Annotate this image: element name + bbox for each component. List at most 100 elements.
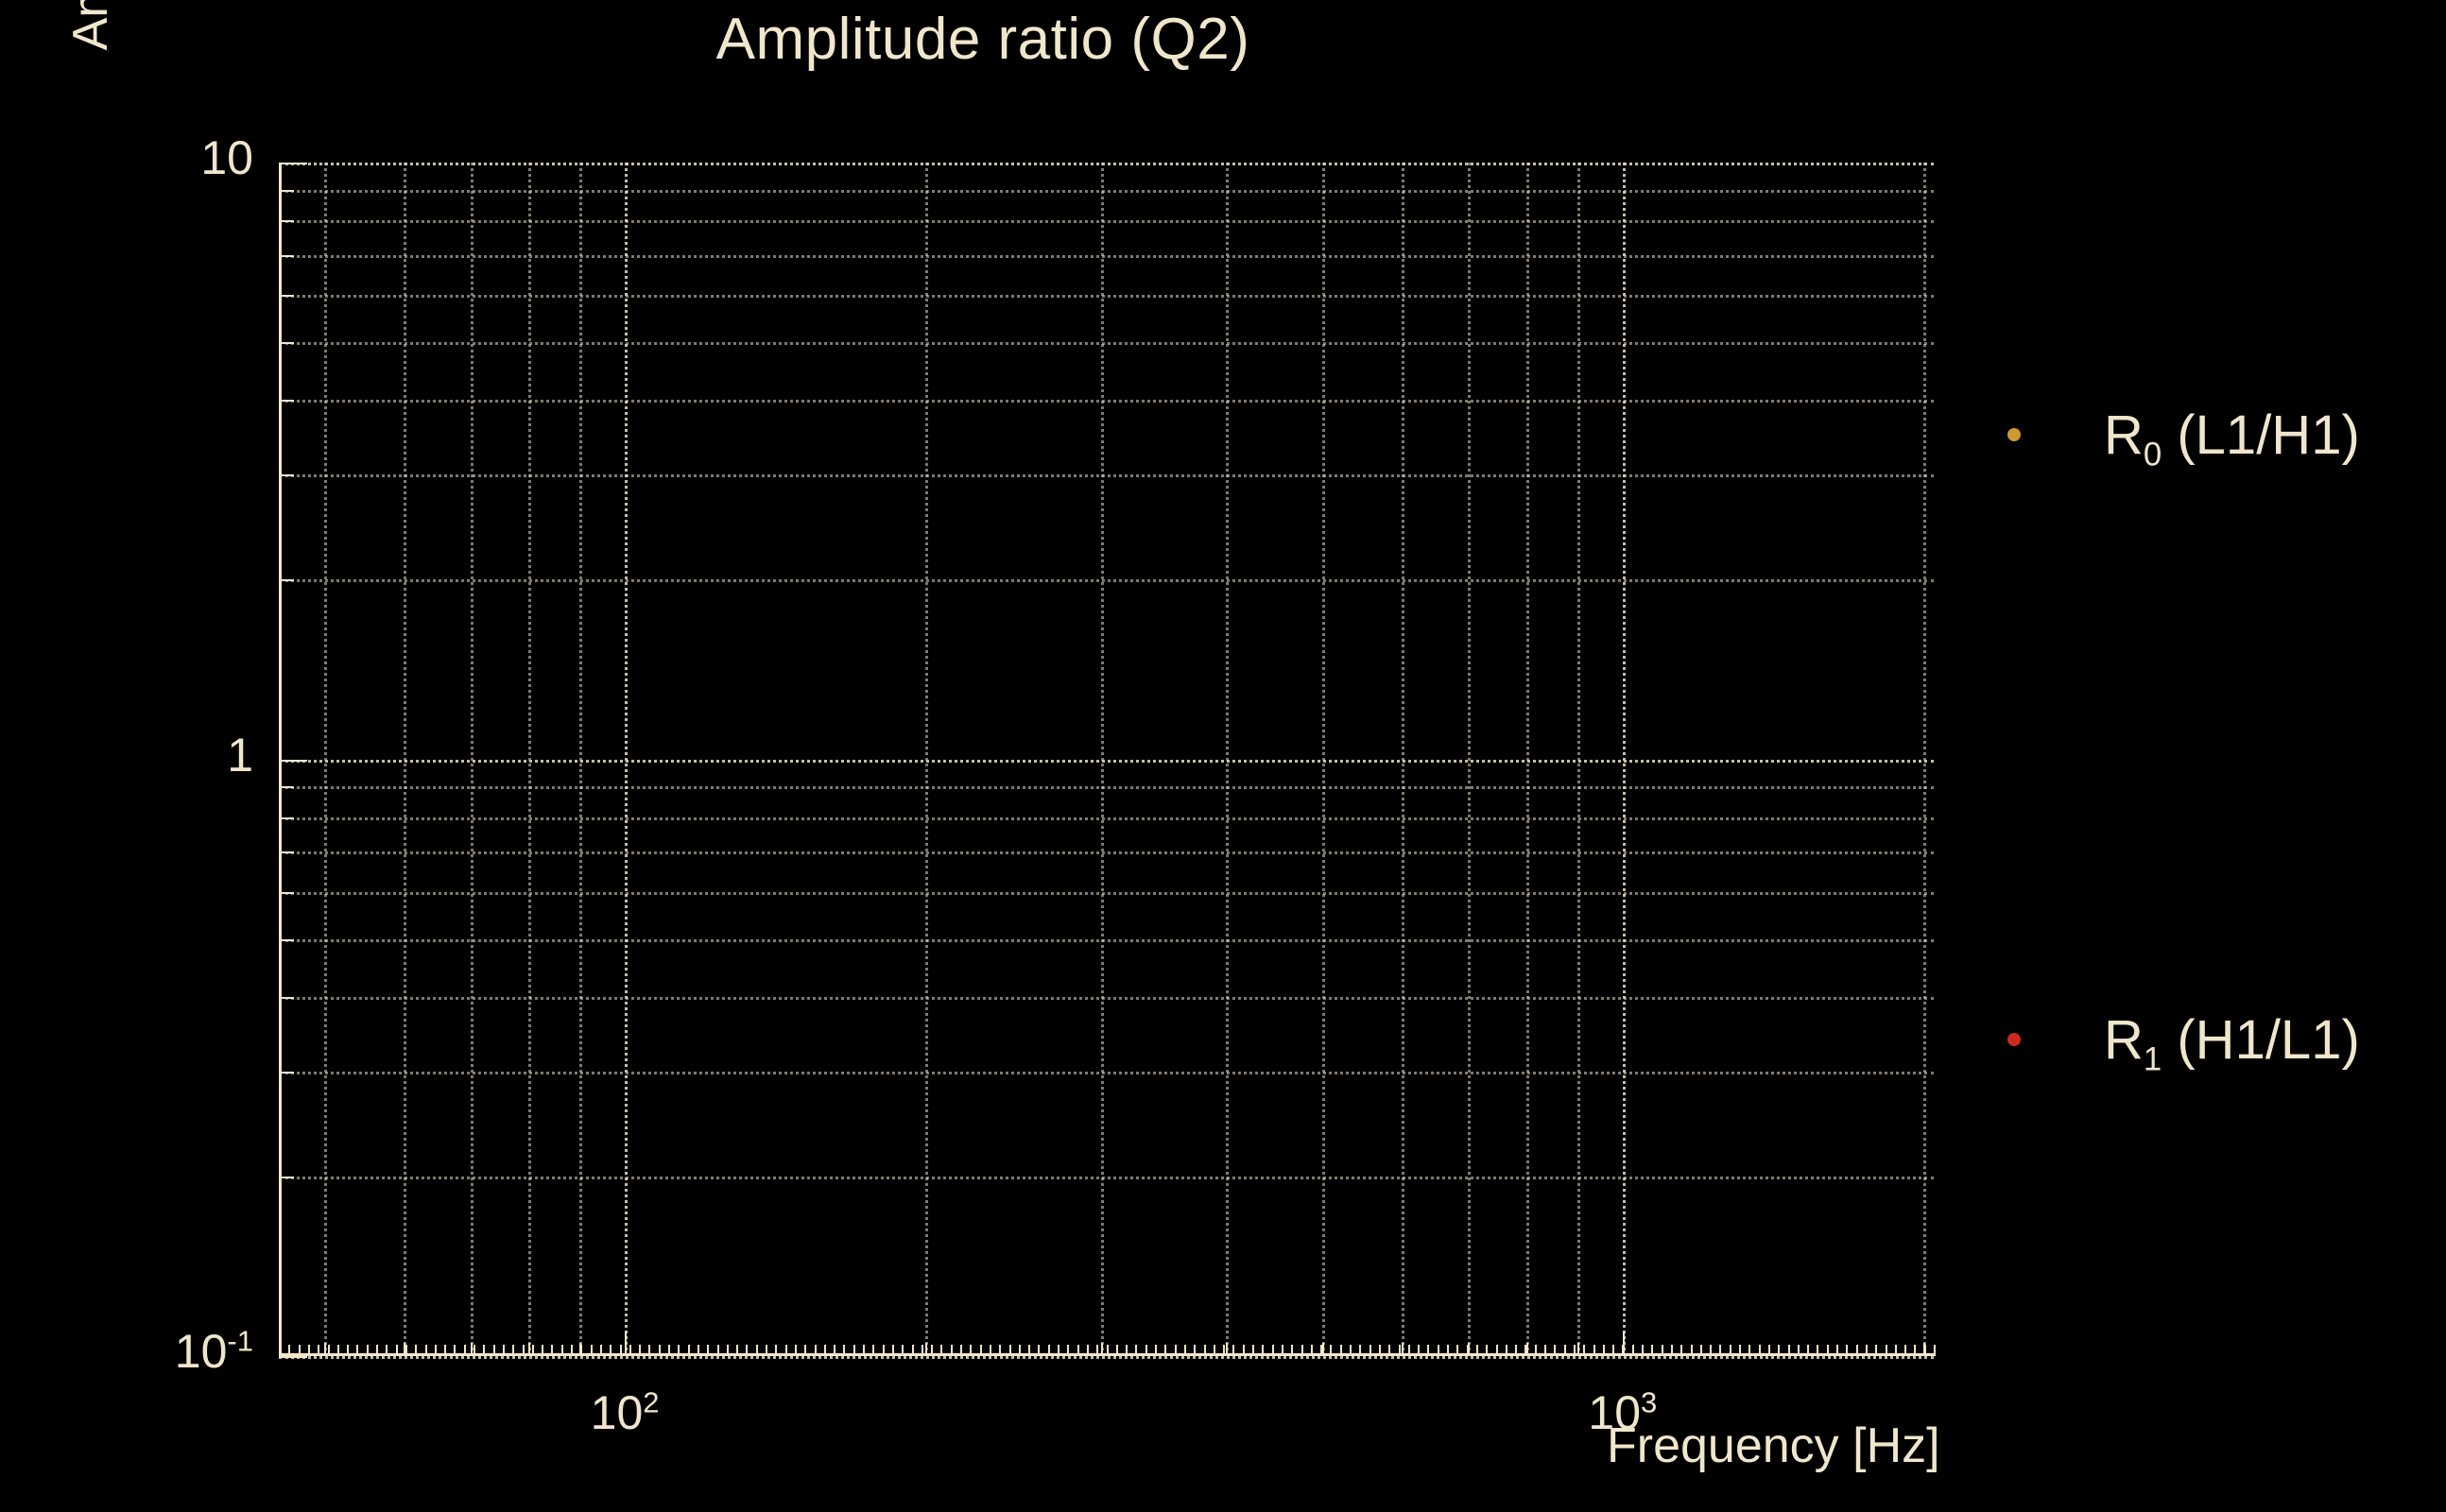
y-axis-tick: [279, 295, 294, 298]
x-axis-minor-tick: [960, 1345, 962, 1356]
x-tick-base: 10: [590, 1386, 644, 1439]
x-axis-minor-tick: [1817, 1345, 1819, 1356]
x-axis-minor-tick: [1875, 1345, 1878, 1356]
x-axis-minor-tick: [492, 1345, 495, 1356]
x-axis-minor-tick: [1086, 1345, 1089, 1356]
x-axis-minor-tick: [1183, 1345, 1186, 1356]
x-axis-minor-tick: [415, 1345, 418, 1356]
x-axis-minor-tick: [483, 1345, 486, 1356]
x-axis-minor-tick: [1067, 1345, 1070, 1356]
x-axis-minor-tick: [318, 1345, 320, 1356]
legend-entry-r0[interactable]: R0 (L1/H1): [1975, 397, 2360, 472]
x-axis-minor-tick: [629, 1345, 631, 1356]
x-axis-minor-tick: [1155, 1345, 1157, 1356]
x-axis-minor-tick: [571, 1345, 573, 1356]
legend-marker-dot-r0: [2007, 428, 2021, 441]
x-axis-minor-tick: [1418, 1345, 1421, 1356]
x-axis-minor-tick: [1262, 1345, 1265, 1356]
x-axis-minor-tick: [746, 1345, 749, 1356]
x-axis-minor-tick: [1232, 1345, 1235, 1356]
x-axis-minor-tick: [1554, 1345, 1557, 1356]
x-axis-minor-tick: [454, 1345, 456, 1356]
x-axis-minor-tick: [989, 1345, 991, 1356]
grid-line-horizontal-major: [279, 759, 1934, 763]
legend-label-r1: R1 (H1/L1): [2104, 1008, 2360, 1078]
x-axis-minor-tick: [1145, 1345, 1147, 1356]
x-axis-minor-tick: [1271, 1345, 1274, 1356]
x-axis-tick: [1622, 1332, 1625, 1356]
legend-marker-dot-r1: [2007, 1033, 2021, 1046]
x-axis-minor-tick: [1515, 1345, 1518, 1356]
x-axis-minor-tick: [1612, 1345, 1615, 1356]
x-axis-minor-tick: [1407, 1345, 1410, 1356]
x-axis-minor-tick: [1350, 1345, 1352, 1356]
x-axis-minor-tick: [1174, 1345, 1177, 1356]
x-axis-minor-tick: [726, 1345, 729, 1356]
x-axis-minor-tick: [931, 1345, 934, 1356]
x-axis-tick: [1468, 1343, 1471, 1356]
x-axis-minor-tick: [766, 1345, 767, 1356]
x-axis-minor-tick: [1885, 1345, 1887, 1356]
x-axis-minor-tick: [1923, 1345, 1926, 1356]
x-axis-minor-tick: [882, 1345, 885, 1356]
legend-label-r0: R0 (L1/H1): [2104, 404, 2360, 473]
grid-line-horizontal-minor: [279, 786, 1934, 790]
y-axis-tick: [279, 938, 294, 941]
grid-line-horizontal-minor: [279, 295, 1934, 299]
x-axis-minor-tick: [668, 1345, 670, 1356]
x-axis-minor-tick: [1699, 1345, 1702, 1356]
x-axis-minor-tick: [560, 1345, 563, 1356]
grid-line-horizontal-minor: [279, 474, 1934, 478]
y-axis-tick: [279, 342, 294, 345]
x-axis-minor-tick: [610, 1345, 612, 1356]
grid-line-horizontal-minor: [279, 851, 1934, 855]
legend-entry-r1[interactable]: R1 (H1/L1): [1975, 1002, 2360, 1077]
y-tick-exponent: -1: [227, 1324, 253, 1358]
x-axis-minor-tick: [512, 1345, 515, 1356]
x-axis-minor-tick: [1865, 1345, 1868, 1356]
y-tick-label-1: 1: [227, 731, 253, 779]
y-axis-tick: [279, 996, 294, 999]
x-axis-minor-tick: [1028, 1345, 1031, 1356]
x-axis-minor-tick: [678, 1345, 680, 1356]
x-axis-minor-tick: [1534, 1345, 1537, 1356]
x-axis-minor-tick: [1758, 1345, 1761, 1356]
y-tick-base: 10: [174, 1325, 228, 1378]
x-axis-minor-tick: [1710, 1345, 1713, 1356]
x-axis-minor-tick: [1378, 1345, 1381, 1356]
x-axis-minor-tick: [950, 1345, 953, 1356]
grid-line-horizontal-minor: [279, 816, 1934, 820]
x-axis-minor-tick: [1904, 1345, 1907, 1356]
grid-line-horizontal-minor: [279, 254, 1934, 258]
x-axis-tick: [578, 1343, 581, 1356]
x-axis-minor-tick: [863, 1345, 865, 1356]
x-axis-minor-tick: [1427, 1345, 1430, 1356]
x-axis-minor-tick: [911, 1345, 914, 1356]
y-axis-tick: [279, 759, 307, 762]
y-axis-tick: [279, 254, 294, 257]
x-axis-minor-tick: [1787, 1345, 1790, 1356]
x-axis-minor-tick: [1475, 1345, 1478, 1356]
chart-legend: R0 (L1/H1) R1 (H1/L1): [1975, 163, 2420, 1356]
x-axis-minor-tick: [1203, 1345, 1206, 1356]
x-axis-minor-tick: [1846, 1345, 1849, 1356]
x-tick-label-100: 102: [563, 1386, 686, 1439]
x-axis-minor-tick: [1291, 1345, 1294, 1356]
y-axis-tick: [279, 816, 294, 819]
x-axis-minor-tick: [1826, 1345, 1829, 1356]
x-axis-minor-tick: [1807, 1345, 1810, 1356]
x-axis-minor-tick: [1223, 1345, 1226, 1356]
x-axis-minor-tick: [1437, 1345, 1439, 1356]
x-axis-tick: [1401, 1343, 1404, 1356]
x-axis-tick: [1576, 1343, 1579, 1356]
y-axis-tick: [279, 851, 294, 854]
x-axis-minor-tick: [979, 1345, 982, 1356]
x-tick-exponent: 3: [1641, 1385, 1658, 1419]
x-axis-minor-tick: [736, 1345, 739, 1356]
x-axis-minor-tick: [1398, 1345, 1401, 1356]
x-axis-minor-tick: [639, 1345, 642, 1356]
x-axis-minor-tick: [1115, 1345, 1118, 1356]
x-axis-minor-tick: [1651, 1345, 1654, 1356]
x-axis-minor-tick: [1602, 1345, 1605, 1356]
